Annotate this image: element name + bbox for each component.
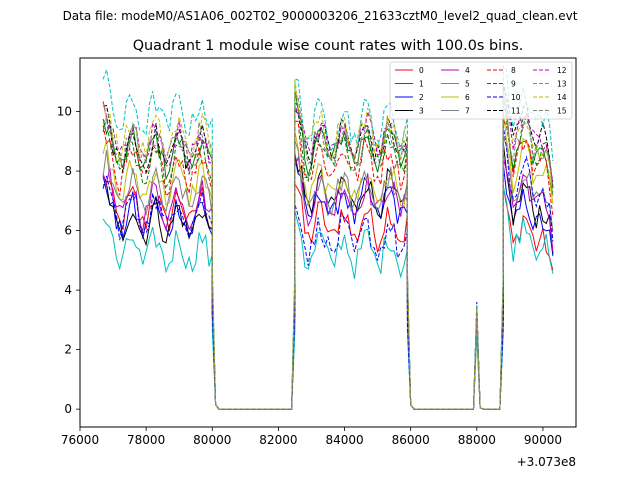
legend-label-0: 0 [419,66,424,75]
x-tick-label: 76000 [61,433,99,447]
legend-label-10: 10 [511,93,521,102]
legend-label-7: 7 [465,107,470,116]
series-7-line [102,137,554,410]
series-15-line [102,93,554,410]
legend-label-15: 15 [557,107,567,116]
plot-frame [79,57,577,428]
x-tick-label: 78000 [127,433,165,447]
figure-suptitle: Data file: modeM0/AS1A06_002T02_90000032… [63,9,578,23]
x-tick-label: 88000 [458,433,496,447]
legend-label-14: 14 [557,93,567,102]
chart-title: Quadrant 1 module wise count rates with … [133,38,524,54]
series-11-line [102,83,554,410]
x-tick-label: 90000 [524,433,562,447]
x-axis-offset-label: +3.073e8 [517,455,576,469]
x-tick-label: 86000 [392,433,430,447]
y-tick-label: 6 [64,224,72,238]
series-9-line [102,86,554,410]
series-14-line [102,79,554,410]
y-tick-label: 8 [64,164,72,178]
legend-box [389,61,573,120]
x-tick-label: 80000 [193,433,231,447]
series-layer [102,65,554,410]
x-axis: 76000 78000 80000 82000 84000 86000 88000 90000 [61,427,562,447]
legend-label-4: 4 [465,66,470,75]
legend-label-9: 9 [511,80,516,89]
legend-label-13: 13 [557,80,567,89]
y-axis: 0 2 4 6 8 10 [57,105,80,416]
legend-label-1: 1 [419,80,424,89]
legend-label-11: 11 [511,107,521,116]
y-tick-label: 2 [64,343,72,357]
y-tick-label: 0 [64,402,72,416]
x-tick-label: 84000 [325,433,363,447]
series-10-line [102,126,554,410]
legend-label-6: 6 [465,93,470,102]
legend-label-12: 12 [557,66,567,75]
y-tick-label: 10 [57,105,72,119]
legend-label-5: 5 [465,80,470,89]
legend-label-3: 3 [419,107,424,116]
x-tick-label: 82000 [259,433,297,447]
legend-label-8: 8 [511,66,516,75]
y-tick-label: 4 [64,283,72,297]
legend-label-2: 2 [419,93,424,102]
